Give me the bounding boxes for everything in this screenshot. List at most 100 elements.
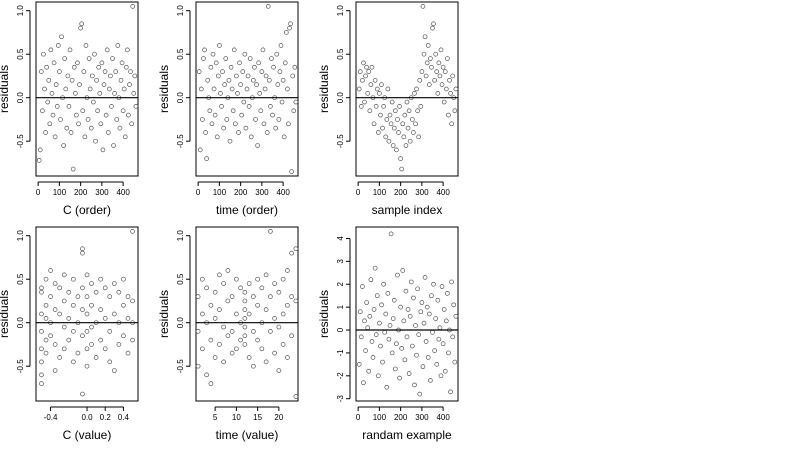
data-point bbox=[358, 334, 364, 340]
data-point bbox=[283, 30, 289, 35]
data-point bbox=[253, 117, 258, 122]
data-point bbox=[446, 350, 451, 356]
data-point bbox=[197, 147, 203, 153]
data-point bbox=[276, 117, 282, 122]
data-point bbox=[292, 64, 298, 70]
data-point bbox=[405, 125, 411, 131]
data-point bbox=[414, 86, 419, 92]
data-point bbox=[266, 77, 272, 83]
data-point bbox=[368, 82, 374, 88]
data-point bbox=[268, 329, 273, 334]
y-tick-label: -0.5 bbox=[16, 359, 25, 373]
data-point bbox=[375, 130, 381, 135]
data-point bbox=[126, 112, 131, 118]
data-point bbox=[360, 284, 365, 289]
data-point bbox=[276, 368, 282, 373]
data-point bbox=[411, 295, 416, 301]
data-point bbox=[277, 69, 283, 74]
data-point bbox=[80, 250, 85, 256]
data-point bbox=[392, 108, 398, 114]
y-axis-title: residuals bbox=[317, 290, 331, 338]
data-point bbox=[445, 56, 450, 61]
data-point bbox=[238, 285, 243, 291]
data-point bbox=[423, 339, 429, 344]
data-point bbox=[42, 86, 47, 92]
data-point bbox=[378, 112, 383, 118]
data-point bbox=[55, 43, 61, 48]
y-tick-label: 0.0 bbox=[16, 317, 25, 329]
data-point bbox=[125, 47, 130, 53]
data-point bbox=[84, 311, 90, 317]
data-point bbox=[84, 363, 90, 369]
data-point bbox=[229, 294, 235, 299]
y-tick-label: 0.5 bbox=[336, 48, 345, 60]
data-point bbox=[387, 112, 393, 118]
data-point bbox=[264, 130, 270, 135]
data-point bbox=[369, 339, 375, 344]
data-point bbox=[426, 311, 432, 317]
data-point bbox=[429, 64, 434, 70]
data-point bbox=[80, 285, 85, 291]
data-point bbox=[36, 157, 42, 163]
data-point bbox=[399, 166, 405, 172]
data-point bbox=[237, 60, 242, 66]
data-point bbox=[429, 293, 434, 299]
data-point bbox=[447, 77, 452, 83]
data-point bbox=[364, 64, 369, 70]
data-point bbox=[200, 346, 205, 352]
data-point bbox=[408, 279, 414, 285]
data-point bbox=[357, 69, 363, 74]
data-point bbox=[364, 300, 369, 305]
data-point bbox=[96, 64, 102, 70]
data-point bbox=[219, 104, 224, 109]
data-point bbox=[120, 108, 126, 114]
data-point bbox=[114, 117, 120, 122]
data-point bbox=[280, 342, 286, 347]
data-point bbox=[289, 250, 294, 256]
data-point bbox=[98, 337, 104, 343]
y-tick-label: -0.5 bbox=[176, 134, 185, 148]
y-tick-label: -0.5 bbox=[16, 134, 25, 148]
data-point bbox=[91, 99, 96, 105]
data-point bbox=[208, 64, 214, 70]
data-point bbox=[225, 268, 231, 273]
data-point bbox=[71, 64, 77, 70]
data-point bbox=[109, 104, 114, 109]
y-axis-title: residuals bbox=[0, 290, 11, 338]
data-point bbox=[218, 90, 223, 96]
data-point bbox=[43, 316, 49, 321]
data-point bbox=[75, 60, 80, 66]
data-point bbox=[123, 64, 129, 70]
data-point bbox=[229, 329, 235, 334]
x-tick-label: 20 bbox=[274, 413, 283, 422]
x-tick-label: 100 bbox=[373, 188, 387, 197]
data-point bbox=[396, 130, 401, 135]
data-point bbox=[255, 337, 260, 343]
data-point bbox=[246, 104, 252, 109]
data-point bbox=[388, 231, 394, 237]
data-point bbox=[453, 86, 459, 92]
data-point bbox=[80, 108, 86, 114]
data-point bbox=[445, 291, 450, 296]
data-point bbox=[228, 64, 234, 70]
data-point bbox=[72, 90, 78, 96]
data-point bbox=[87, 86, 93, 92]
data-point bbox=[438, 373, 444, 379]
data-point bbox=[223, 56, 229, 61]
data-point bbox=[80, 246, 85, 252]
data-point bbox=[213, 60, 219, 66]
data-point bbox=[230, 108, 236, 114]
data-point bbox=[434, 69, 440, 74]
data-point bbox=[440, 341, 446, 347]
data-point bbox=[259, 69, 265, 74]
x-axis-title: time (value) bbox=[216, 428, 279, 442]
data-point bbox=[285, 302, 290, 308]
data-point bbox=[130, 229, 135, 234]
plot-frame bbox=[355, 1, 459, 177]
data-point bbox=[125, 316, 131, 321]
data-point bbox=[246, 281, 252, 286]
data-point bbox=[39, 359, 44, 365]
data-point bbox=[371, 307, 377, 312]
data-point bbox=[386, 336, 392, 342]
data-point bbox=[61, 324, 67, 330]
